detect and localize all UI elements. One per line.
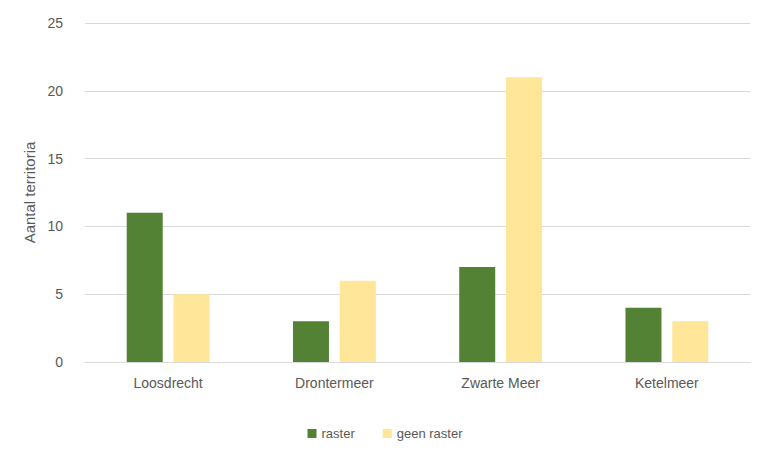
svg-text:15: 15 bbox=[47, 151, 63, 167]
svg-text:Drontermeer: Drontermeer bbox=[295, 375, 374, 391]
svg-text:10: 10 bbox=[47, 218, 63, 234]
svg-text:5: 5 bbox=[55, 286, 63, 302]
svg-text:Zwarte Meer: Zwarte Meer bbox=[461, 375, 540, 391]
svg-text:Aantal territoria: Aantal territoria bbox=[21, 141, 38, 243]
svg-text:geen raster: geen raster bbox=[397, 426, 463, 441]
svg-text:raster: raster bbox=[322, 426, 356, 441]
svg-text:25: 25 bbox=[47, 15, 63, 31]
svg-text:20: 20 bbox=[47, 83, 63, 99]
svg-text:Ketelmeer: Ketelmeer bbox=[635, 375, 699, 391]
svg-text:Loosdrecht: Loosdrecht bbox=[133, 375, 202, 391]
svg-text:0: 0 bbox=[55, 354, 63, 370]
